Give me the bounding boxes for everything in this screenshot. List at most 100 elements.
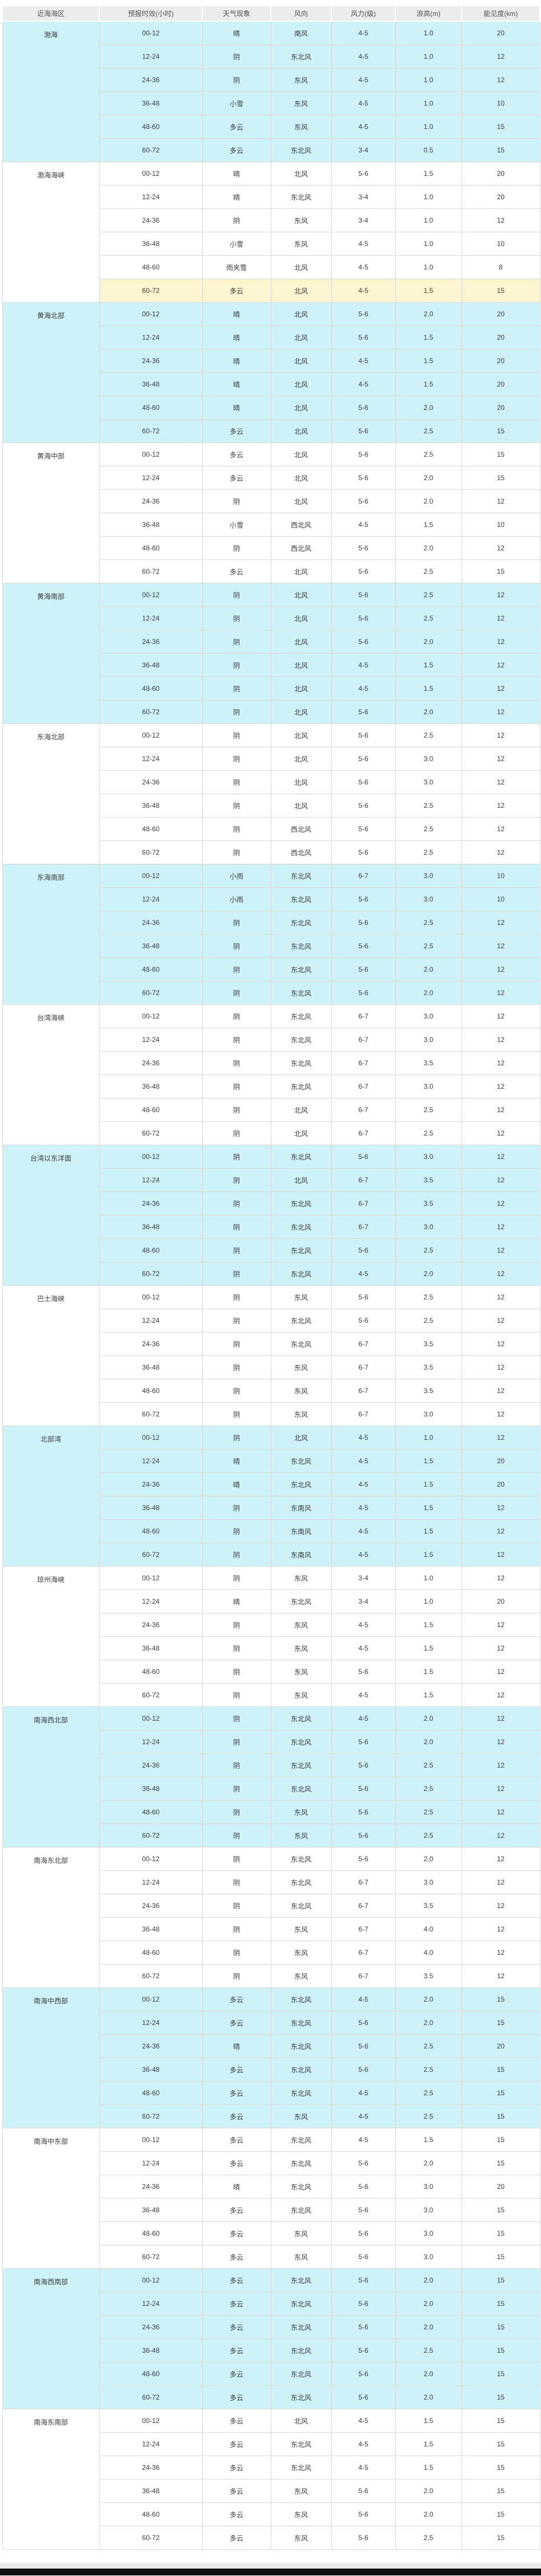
forecast-row[interactable]: 24-36 阴东北风 6-7 3.5 12 — [2, 1894, 540, 1918]
forecast-row[interactable]: 12-24 晴东北风 3-4 1.0 20 — [2, 1589, 540, 1613]
forecast-row[interactable]: 36-48 阴东北风 5-6 2.5 12 — [2, 934, 540, 958]
forecast-row[interactable]: 48-60 阴东风 6-7 3.5 12 — [2, 1379, 540, 1403]
forecast-row[interactable]: 南海东北部 00-12 阴东北风 5-6 2.0 12 — [2, 1847, 540, 1988]
forecast-row[interactable]: 24-36 阴东北风 6-7 3.5 12 — [2, 1192, 540, 1215]
forecast-row[interactable]: 48-60 多云 东风 4-5 1.0 15 — [2, 115, 540, 139]
forecast-row[interactable]: 60-72 多云 北风 5-6 2.5 15 — [2, 560, 540, 583]
forecast-row[interactable]: 12-24 小雨 东北风 5-6 3.0 10 — [2, 887, 540, 911]
forecast-row[interactable]: 48-60 阴东北风 5-6 2.0 12 — [2, 957, 540, 981]
forecast-row[interactable]: 东海北部 00-12 阴北风 5-6 2.5 12 — [2, 723, 540, 864]
forecast-row[interactable]: 东海南部 00-12 小雨 东北风 6-7 3.0 10 — [2, 864, 540, 1005]
forecast-row[interactable]: 48-60 多云 东北风 5-6 2.0 15 — [2, 2362, 540, 2386]
forecast-row[interactable]: 南海东南部 00-12 多云 北风 4-5 1.5 15 — [2, 2409, 540, 2550]
forecast-row[interactable]: 48-60 多云 东风 5-6 3.0 15 — [2, 2221, 540, 2245]
forecast-row[interactable]: 24-36 阴东北风 5-6 2.5 12 — [2, 1753, 540, 1777]
forecast-row[interactable]: 南海西北部 00-12 阴东北风 4-5 2.0 12 — [2, 1706, 540, 1848]
forecast-row[interactable]: 48-60 阴东风 6-7 4.0 12 — [2, 1941, 540, 1965]
forecast-row[interactable]: 36-48 阴北风 4-5 1.5 12 — [2, 653, 540, 677]
forecast-row[interactable]: 48-60 多云 东北风 4-5 2.5 15 — [2, 2081, 540, 2105]
forecast-row[interactable]: 24-36 多云 东北风 4-5 1.5 15 — [2, 2456, 540, 2480]
forecast-row[interactable]: 24-36 晴东北风 4-5 1.5 20 — [2, 1472, 540, 1496]
forecast-row[interactable]: 48-60 阴东风 5-6 2.5 12 — [2, 1800, 540, 1824]
forecast-row[interactable]: 60-72 阴北风 6-7 2.5 12 — [2, 1121, 540, 1145]
forecast-row[interactable]: 36-48 阴北风 5-6 2.5 12 — [2, 794, 540, 818]
forecast-row[interactable]: 12-24 阴东北风 4-5 1.0 12 — [2, 45, 540, 69]
forecast-row[interactable]: 60-72 阴东风 4-5 1.5 12 — [2, 1683, 540, 1707]
forecast-row[interactable]: 南海中西部 00-12 多云 东北风 4-5 2.0 15 — [2, 1987, 540, 2128]
forecast-row[interactable]: 36-48 多云 东北风 5-6 2.5 15 — [2, 2338, 540, 2362]
forecast-row[interactable]: 48-60 阴东南风 4-5 1.5 12 — [2, 1519, 540, 1543]
forecast-row[interactable]: 24-36 晴北风 4-5 1.5 20 — [2, 349, 540, 373]
forecast-row[interactable]: 12-24 阴北风 6-7 3.5 12 — [2, 1168, 540, 1192]
forecast-row[interactable]: 60-72 阴东北风 4-5 2.0 12 — [2, 1262, 540, 1286]
forecast-row[interactable]: 12-24 阴东北风 5-6 2.5 12 — [2, 1309, 540, 1333]
forecast-row[interactable]: 12-24 多云 东北风 5-6 2.0 15 — [2, 2292, 540, 2316]
forecast-row[interactable]: 48-60 晴北风 5-6 2.0 20 — [2, 396, 540, 420]
forecast-row[interactable]: 渤海海峡 00-12 晴北风 5-6 1.5 20 — [2, 162, 540, 303]
forecast-row[interactable]: 36-48 小雪 东风 4-5 1.0 10 — [2, 91, 540, 115]
forecast-row[interactable]: 24-36 阴北风 5-6 2.0 12 — [2, 630, 540, 654]
forecast-row[interactable]: 36-48 晴北风 4-5 1.5 20 — [2, 372, 540, 396]
forecast-row[interactable]: 48-60 阴东北风 5-6 2.5 12 — [2, 1238, 540, 1262]
forecast-row[interactable]: 36-48 小雪 西北风 4-5 1.5 10 — [2, 513, 540, 537]
forecast-row[interactable]: 24-36 阴东风 3-4 1.0 12 — [2, 208, 540, 232]
forecast-row[interactable]: 60-72 多云 东北风 5-6 2.0 15 — [2, 2385, 540, 2409]
forecast-row[interactable]: 60-72 阴西北风 5-6 2.5 12 — [2, 840, 540, 864]
forecast-row[interactable]: 黄海中部 00-12 多云 北风 5-6 2.5 15 — [2, 442, 540, 583]
forecast-row[interactable]: 24-36 阴北风 5-6 3.0 12 — [2, 770, 540, 794]
forecast-row[interactable]: 36-48 多云 东风 5-6 2.0 15 — [2, 2479, 540, 2503]
forecast-row[interactable]: 60-72 多云 东风 5-6 2.5 15 — [2, 2526, 540, 2550]
forecast-row[interactable]: 12-24 多云 东北风 4-5 1.5 15 — [2, 2432, 540, 2456]
forecast-row[interactable]: 12-24 晴北风 5-6 1.5 20 — [2, 325, 540, 349]
forecast-row[interactable]: 60-72 阴东北风 5-6 2.0 12 — [2, 981, 540, 1005]
forecast-row[interactable]: 60-72 阴东风 5-6 2.5 12 — [2, 1824, 540, 1848]
forecast-row[interactable]: 36-48 阴东风 6-7 4.0 12 — [2, 1917, 540, 1941]
forecast-row[interactable]: 60-72 多云 东风 4-5 2.5 15 — [2, 2104, 540, 2128]
forecast-row[interactable]: 36-48 阴东风 4-5 1.5 12 — [2, 1636, 540, 1660]
forecast-row[interactable]: 60-72 阴东风 6-7 3.5 12 — [2, 1964, 540, 1988]
forecast-row[interactable]: 48-60 阴西北风 5-6 2.0 12 — [2, 536, 540, 560]
forecast-row[interactable]: 12-24 阴东北风 5-6 2.0 12 — [2, 1730, 540, 1754]
forecast-row[interactable]: 36-48 多云 东北风 5-6 3.0 15 — [2, 2198, 540, 2222]
forecast-row[interactable]: 60-72 阴东南风 4-5 1.5 12 — [2, 1543, 540, 1567]
forecast-row[interactable]: 60-72 阴北风 5-6 2.0 12 — [2, 700, 540, 724]
forecast-row[interactable]: 36-48 多云 东北风 5-6 2.5 15 — [2, 2058, 540, 2082]
forecast-row[interactable]: 12-24 阴东北风 6-7 3.0 12 — [2, 1870, 540, 1894]
forecast-row[interactable]: 12-24 晴东北风 4-5 1.5 20 — [2, 1449, 540, 1473]
forecast-row[interactable]: 南海中东部 00-12 多云 东北风 4-5 1.5 15 — [2, 2128, 540, 2269]
forecast-row[interactable]: 北部湾 00-12 阴北风 4-5 1.0 12 — [2, 1426, 540, 1567]
forecast-row[interactable]: 12-24 阴北风 5-6 3.0 12 — [2, 747, 540, 771]
forecast-row[interactable]: 60-72 多云 东北风 3-4 0.5 15 — [2, 138, 540, 162]
forecast-row[interactable]: 36-48 阴东北风 6-7 3.0 12 — [2, 1215, 540, 1239]
forecast-row[interactable]: 36-48 阴东北风 5-6 2.5 12 — [2, 1777, 540, 1801]
forecast-row[interactable]: 琼州海峡 00-12 阴东风 3-4 1.0 12 — [2, 1566, 540, 1707]
forecast-row[interactable]: 60-72 多云 北风 5-6 2.5 15 — [2, 419, 540, 443]
forecast-row[interactable]: 24-36 阴北风 5-6 2.0 12 — [2, 489, 540, 513]
forecast-row[interactable]: 巴士海峡 00-12 阴东风 5-6 2.5 12 — [2, 1285, 540, 1426]
forecast-row[interactable]: 渤海 00-12 晴南风 4-5 1.0 20 — [2, 21, 540, 162]
forecast-row[interactable]: 36-48 阴东北风 6-7 3.0 12 — [2, 1074, 540, 1098]
forecast-row[interactable]: 24-36 阴东北风 6-7 3.5 12 — [2, 1332, 540, 1356]
forecast-row[interactable]: 台湾海峡 00-12 阴东北风 6-7 3.0 12 — [2, 1004, 540, 1145]
forecast-row[interactable]: 12-24 多云 东北风 5-6 2.0 15 — [2, 2151, 540, 2175]
forecast-row[interactable]: 60-72 多云 东风 5-6 3.0 15 — [2, 2245, 540, 2269]
forecast-row[interactable]: 24-36 阴东北风 6-7 3.5 12 — [2, 1051, 540, 1075]
forecast-row[interactable]: 36-48 阴东风 6-7 3.5 12 — [2, 1355, 540, 1379]
forecast-row[interactable]: 48-60 多云 东风 5-6 2.0 15 — [2, 2502, 540, 2526]
forecast-row[interactable]: 48-60 阴北风 4-5 1.5 12 — [2, 677, 540, 701]
forecast-row[interactable]: 12-24 阴东北风 6-7 3.0 12 — [2, 1028, 540, 1052]
forecast-row[interactable]: 12-24 晴东北风 3-4 1.0 20 — [2, 185, 540, 209]
forecast-row[interactable]: 12-24 阴北风 5-6 2.5 12 — [2, 606, 540, 630]
forecast-row[interactable]: 60-72 多云 北风 4-5 1.5 15 — [2, 279, 540, 303]
forecast-row[interactable]: 36-48 阴东南风 4-5 1.5 12 — [2, 1496, 540, 1520]
forecast-row[interactable]: 台湾以东洋面 00-12 阴东北风 5-6 3.0 12 — [2, 1145, 540, 1286]
forecast-row[interactable]: 48-60 阴东风 5-6 1.5 12 — [2, 1660, 540, 1684]
forecast-row[interactable]: 24-36 晴东北风 5-6 3.0 20 — [2, 2175, 540, 2199]
forecast-row[interactable]: 黄海南部 00-12 阴北风 5-6 2.5 12 — [2, 583, 540, 724]
forecast-row[interactable]: 南海西南部 00-12 多云 东北风 5-6 2.0 15 — [2, 2268, 540, 2409]
forecast-row[interactable]: 黄海北部 00-12 晴北风 5-6 2.0 20 — [2, 302, 540, 443]
forecast-row[interactable]: 24-36 阴东北风 5-6 2.5 12 — [2, 911, 540, 935]
forecast-row[interactable]: 24-36 多云 东北风 5-6 2.0 15 — [2, 2315, 540, 2339]
forecast-row[interactable]: 24-36 阴东风 4-5 1.0 12 — [2, 68, 540, 92]
forecast-row[interactable]: 48-60 雨夹雪 北风 4-5 1.0 8 — [2, 255, 540, 279]
